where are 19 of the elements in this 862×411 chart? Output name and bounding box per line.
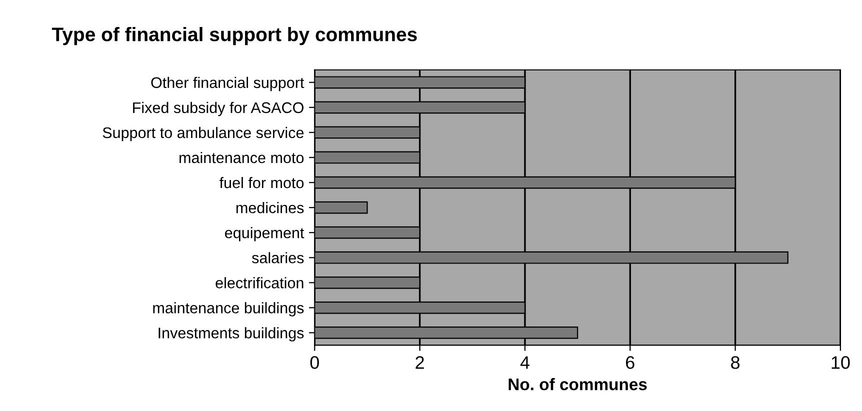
x-tick-label: 6 xyxy=(626,356,634,369)
y-tick-label: Other financial support xyxy=(151,76,304,92)
y-tick-label: salaries xyxy=(252,252,304,264)
x-tick-label: 2 xyxy=(416,356,424,369)
y-tick-label: Investments buildings xyxy=(158,327,304,342)
x-tick-label: 8 xyxy=(731,356,740,369)
y-tick-label: fuel for moto xyxy=(220,176,304,188)
y-tick-label: Fixed subsidy for ASACO xyxy=(133,102,304,116)
y-tick-label: maintenance moto xyxy=(180,152,304,164)
y-tick-label: equipement xyxy=(225,227,304,242)
y-tick-label: Support to ambulance service xyxy=(102,126,304,142)
x-tick-label: 4 xyxy=(520,356,530,369)
chart-title: Type of financial support by communes xyxy=(52,27,417,46)
x-tick-label: 0 xyxy=(310,356,319,369)
y-tick-label: medicines xyxy=(236,202,304,214)
y-tick-label: maintenance buildings xyxy=(153,302,304,316)
y-tick-label: electrification xyxy=(216,277,304,288)
x-axis-title: No. of communes xyxy=(508,378,647,390)
x-tick-label: 10 xyxy=(832,356,850,369)
